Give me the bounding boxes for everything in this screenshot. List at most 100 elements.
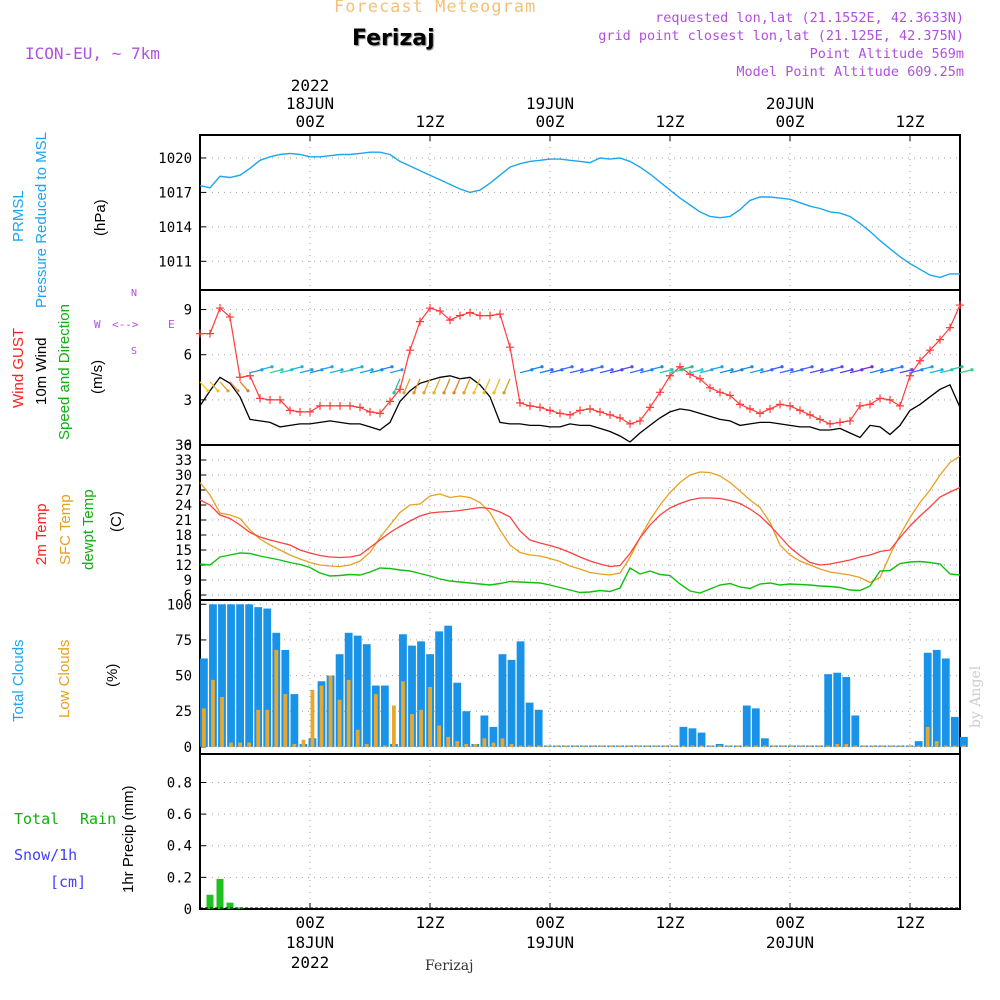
gust-point (956, 301, 964, 310)
wind-direction-arrowhead (750, 365, 754, 369)
gust-point (886, 395, 894, 404)
wind-ytick-label: 0 (184, 438, 192, 454)
wind-direction-arrow (599, 369, 613, 374)
precip-ytick-label: 0 (184, 902, 192, 918)
low-cloud-bar (654, 745, 659, 747)
top-date-label: 18JUN (286, 94, 334, 113)
wind-direction-arrow (433, 378, 441, 394)
temp-ytick-label: 9 (184, 573, 192, 589)
gust-point (786, 401, 794, 410)
top-time-label: 12Z (656, 112, 685, 131)
gust-point (426, 304, 434, 313)
low-cloud-bar (527, 745, 532, 747)
low-cloud-bar (355, 729, 360, 747)
wind-direction-arrow (549, 369, 563, 374)
wind-direction-arrow (239, 381, 249, 392)
total-cloud-bar (960, 736, 968, 747)
top-time-label: 12Z (416, 112, 445, 131)
total-cloud-bar (941, 658, 950, 747)
wind-direction-arrow (879, 369, 893, 374)
low-cloud-bar (952, 745, 957, 747)
temp-ytick-label: 6 (184, 588, 192, 604)
clouds-ytick-label: 50 (175, 669, 192, 685)
low-cloud-bar (446, 736, 451, 747)
top-time-label: 12Z (896, 112, 925, 131)
total-cloud-bar (435, 631, 444, 747)
wind-direction-arrow (453, 378, 461, 394)
compass-n: N (131, 288, 138, 299)
wind-direction-arrowhead (730, 368, 734, 372)
clouds-ytick-label: 25 (175, 704, 192, 720)
gust-point (336, 401, 344, 410)
model-altitude: Model Point Altitude 609.25m (736, 64, 964, 80)
gust-point (686, 370, 694, 379)
low-cloud-bar (401, 681, 405, 747)
low-cloud-bar (328, 675, 333, 747)
temp-panel-frame (199, 444, 961, 601)
total-cloud-bar (498, 654, 507, 747)
wind-direction-arrow (219, 381, 229, 392)
total-cloud-bar (923, 652, 932, 747)
wind-direction-arrowhead (270, 365, 274, 369)
low-cloud-bar (410, 714, 414, 747)
wind-direction-arrow (199, 381, 209, 392)
wind-direction-arrowhead (900, 365, 904, 369)
total-cloud-bar (236, 604, 244, 747)
low-cloud-bar (925, 726, 930, 747)
top-date-label: 19JUN (526, 94, 574, 113)
temp-ytick-label: 30 (175, 468, 192, 484)
gust-point (496, 310, 504, 319)
bottom-time-label: 12Z (896, 913, 925, 932)
total-cloud-bar (751, 708, 760, 747)
total-cloud-bar (462, 711, 471, 747)
low-cloud-bar (934, 741, 939, 747)
low-cloud-bar (844, 744, 849, 747)
gust-point (286, 406, 294, 415)
wind-direction-arrowhead (690, 365, 694, 369)
total-cloud-bar (688, 728, 697, 747)
wind-direction-arrowhead (502, 391, 506, 395)
gust-point (536, 403, 544, 412)
chart-title: Forecast Meteogram (334, 0, 537, 17)
top-time-label: 00Z (296, 112, 325, 131)
wind-direction-arrow (519, 369, 533, 374)
gust-point (306, 407, 314, 416)
wind-direction-arrowhead (720, 365, 724, 369)
wind-direction-arrowhead (330, 365, 334, 369)
total-cloud-bar (534, 709, 543, 747)
low-cloud-bar (726, 745, 731, 747)
wind-direction-arrowhead (880, 368, 884, 372)
wind-direction-arrow (739, 366, 753, 371)
low-cloud-bar (310, 689, 315, 747)
wind-direction-arrowhead (390, 365, 394, 369)
gust-point (386, 397, 394, 406)
wind-direction-arrow (339, 369, 353, 374)
low-cloud-bar (708, 745, 713, 747)
bottom-date-label: 18JUN (286, 933, 334, 952)
wind-direction-arrowhead (442, 391, 446, 395)
precip-bar (206, 894, 214, 909)
top-time-label: 00Z (776, 112, 805, 131)
low-cloud-bar (437, 725, 442, 747)
wind-direction-arrow (209, 381, 219, 392)
point-altitude: Point Altitude 569m (809, 46, 964, 62)
low-cloud-bar (672, 745, 677, 747)
bottom-year-label: 2022 (291, 953, 330, 972)
wind-direction-arrow (559, 366, 573, 371)
low-cloud-bar (835, 744, 840, 747)
low-cloud-bar (337, 699, 342, 747)
wind-direction-arrowhead (432, 391, 436, 395)
low-cloud-bar (862, 745, 867, 747)
precip-label-snow: Snow/1h (14, 846, 78, 864)
wind-direction-arrowhead (660, 365, 664, 369)
sfc-temp-line (199, 455, 961, 584)
wind-direction-arrow (709, 366, 723, 371)
wind-direction-arrow (403, 378, 411, 394)
wind-direction-arrow (859, 366, 873, 371)
wind-direction-arrow (899, 369, 913, 374)
clouds-ytick-label: 0 (184, 740, 192, 756)
wind-direction-arrow (649, 366, 663, 371)
low-cloud-bar (781, 745, 785, 747)
wind-direction-arrow (619, 366, 633, 371)
low-cloud-bar (211, 679, 215, 747)
